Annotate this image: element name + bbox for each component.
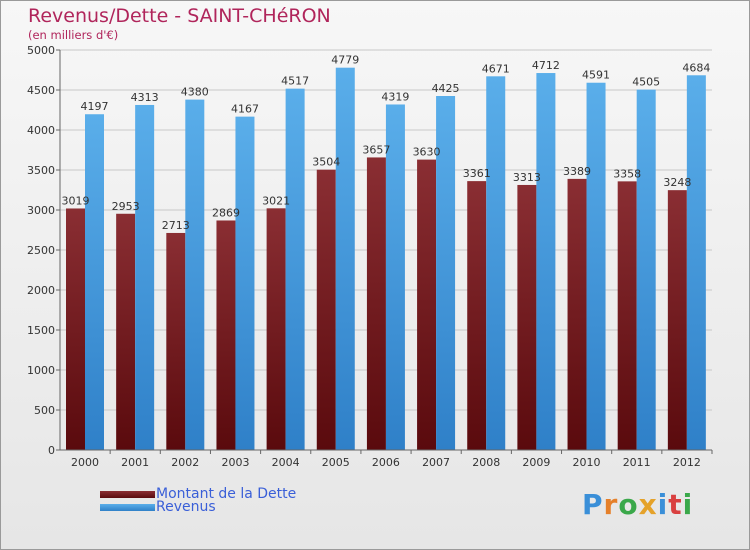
data-label: 4517 bbox=[281, 75, 309, 88]
data-label: 3504 bbox=[312, 156, 340, 169]
bar-revenus bbox=[436, 96, 456, 450]
legend-swatch-revenus bbox=[100, 504, 155, 511]
bar-revenus bbox=[486, 76, 506, 450]
proxiti-logo: Proxiti bbox=[582, 488, 694, 521]
data-label: 4671 bbox=[482, 62, 510, 75]
data-label: 4319 bbox=[381, 90, 409, 103]
y-tick-label: 0 bbox=[48, 444, 55, 457]
y-tick-label: 3000 bbox=[27, 204, 55, 217]
data-label: 3361 bbox=[463, 167, 491, 180]
data-label: 2953 bbox=[112, 200, 140, 213]
x-tick-label: 2003 bbox=[221, 456, 249, 469]
x-tick-label: 2000 bbox=[71, 456, 99, 469]
bar-dette bbox=[417, 159, 437, 450]
x-tick-label: 2010 bbox=[573, 456, 601, 469]
bar-revenus bbox=[636, 89, 656, 450]
axes bbox=[59, 50, 712, 451]
data-label: 3389 bbox=[563, 165, 591, 178]
data-label: 4425 bbox=[432, 82, 460, 95]
bar-dette bbox=[617, 181, 637, 451]
x-tick-label: 2002 bbox=[171, 456, 199, 469]
y-tick-label: 1000 bbox=[27, 364, 55, 377]
y-axis-ticks: 0 500 1000 1500 2000 2500 3000 3500 4000 4500 5000 bbox=[27, 44, 60, 457]
data-label: 4712 bbox=[532, 59, 560, 72]
bar-dette bbox=[667, 190, 687, 450]
x-tick-label: 2008 bbox=[472, 456, 500, 469]
y-tick-label: 2000 bbox=[27, 284, 55, 297]
legend-label-dette: Montant de la Dette bbox=[156, 486, 297, 502]
data-label: 3248 bbox=[663, 176, 691, 189]
data-label: 4197 bbox=[81, 100, 109, 113]
bar-revenus bbox=[185, 99, 205, 450]
bar-dette bbox=[116, 213, 136, 450]
bar-dette bbox=[517, 184, 537, 450]
bar-revenus bbox=[686, 75, 706, 450]
data-label: 2869 bbox=[212, 206, 240, 219]
chart-title: Revenus/Dette - SAINT-CHéRON bbox=[28, 5, 331, 27]
data-label: 3358 bbox=[613, 167, 641, 180]
data-label: 2713 bbox=[162, 219, 190, 232]
x-tick-label: 2006 bbox=[372, 456, 400, 469]
bar-revenus bbox=[85, 114, 104, 451]
data-label: 4684 bbox=[682, 61, 710, 74]
y-tick-label: 3500 bbox=[27, 164, 55, 177]
bar-revenus bbox=[285, 88, 305, 450]
x-tick-label: 2001 bbox=[121, 456, 149, 469]
x-tick-label: 2007 bbox=[422, 456, 450, 469]
x-tick-label: 2012 bbox=[673, 456, 701, 469]
bar-revenus bbox=[586, 82, 606, 450]
data-label: 4505 bbox=[632, 76, 660, 89]
y-tick-label: 4500 bbox=[27, 84, 55, 97]
y-tick-label: 2500 bbox=[27, 244, 55, 257]
x-tick-label: 2009 bbox=[522, 456, 550, 469]
bar-dette bbox=[366, 157, 386, 450]
data-label: 4167 bbox=[231, 103, 259, 116]
bar-dette bbox=[567, 178, 587, 450]
y-tick-label: 1500 bbox=[27, 324, 55, 337]
data-label: 4313 bbox=[131, 91, 159, 104]
bar-dette bbox=[316, 169, 336, 450]
data-label: 3657 bbox=[362, 143, 390, 156]
legend-label-revenus: Revenus bbox=[156, 499, 216, 515]
bar-revenus bbox=[385, 104, 405, 450]
x-tick-label: 2011 bbox=[623, 456, 651, 469]
x-axis-ticks: 2000 2001 2002 2003 2004 2005 2006 2007 2008 2009… bbox=[71, 450, 713, 469]
data-label: 4380 bbox=[181, 86, 209, 99]
data-label: 3019 bbox=[62, 194, 90, 207]
data-label: 3313 bbox=[513, 171, 541, 184]
legend-swatch-dette bbox=[100, 491, 155, 498]
data-label: 3021 bbox=[262, 194, 290, 207]
y-tick-label: 500 bbox=[34, 404, 55, 417]
data-label: 3630 bbox=[413, 146, 441, 159]
bar-dette bbox=[467, 181, 487, 450]
bar-dette bbox=[66, 208, 85, 450]
x-tick-label: 2005 bbox=[322, 456, 350, 469]
bar-revenus bbox=[536, 73, 556, 450]
bar-dette bbox=[266, 208, 286, 450]
data-label: 4591 bbox=[582, 69, 610, 82]
chart-subtitle: (en milliers d'€) bbox=[28, 28, 119, 42]
y-tick-label: 5000 bbox=[27, 44, 55, 57]
bar-dette bbox=[216, 220, 236, 450]
x-tick-label: 2004 bbox=[272, 456, 300, 469]
data-labels: 3019 4197 2953 4313 2713 4380 2869 4167 3021 4517… bbox=[62, 54, 711, 232]
data-label: 4779 bbox=[331, 54, 359, 67]
bar-revenus bbox=[135, 104, 155, 451]
bar-dette bbox=[166, 232, 186, 450]
bar-revenus bbox=[335, 67, 355, 451]
bars bbox=[66, 67, 706, 451]
y-tick-label: 4000 bbox=[27, 124, 55, 137]
bar-revenus bbox=[235, 116, 255, 450]
